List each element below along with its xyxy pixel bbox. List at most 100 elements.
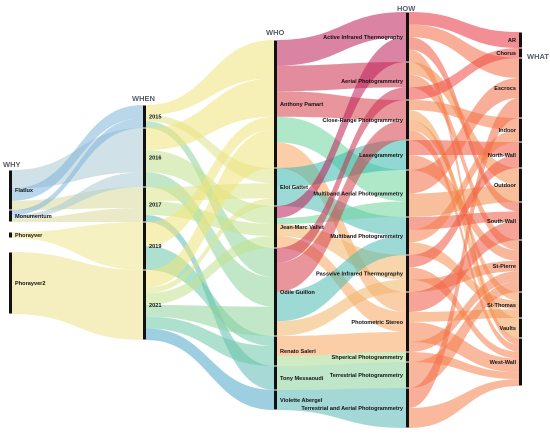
- node-bar-what-6: [519, 202, 522, 240]
- node-bar-why-1: [9, 210, 12, 222]
- node-label-who-2: Jean-Marc Vallet: [280, 225, 324, 231]
- node-label-who-4: Renato Saleri: [280, 349, 316, 355]
- flow-when-4-to-who-1: [146, 198, 274, 294]
- node-bar-how-3: [406, 140, 409, 170]
- node-label-when-2: 2017: [149, 203, 161, 209]
- header-what: WHAT: [527, 52, 549, 61]
- flow-how-2-to-what-3: [409, 100, 519, 130]
- flow-how-1-to-what-5: [409, 62, 519, 185]
- flow-who-3-to-how-2: [277, 120, 406, 292]
- flow-who-3-to-how-6: [277, 279, 406, 336]
- flow-how-10-to-what-2: [409, 98, 519, 408]
- flow-who-3-to-how-5: [277, 236, 406, 322]
- flow-why-0-to-when-0: [12, 105, 143, 201]
- flow-how-4-to-what-5: [409, 185, 519, 217]
- flow-how-7-to-what-7: [409, 271, 519, 352]
- node-label-what-1: Chorus: [496, 51, 516, 57]
- node-bar-what-3: [519, 118, 522, 142]
- node-label-why-2: Phorayver: [15, 233, 43, 239]
- flow-when-4-to-who-0: [146, 129, 274, 288]
- flow-how-7-to-what-6: [409, 221, 519, 312]
- flow-why-1-to-when-1: [12, 172, 143, 219]
- node-label-what-5: Outdoor: [494, 183, 517, 189]
- node-label-what-6: South-Wall: [487, 219, 516, 225]
- flow-when-3-to-who-0: [146, 116, 274, 246]
- flow-who-3-to-how-1: [277, 87, 406, 263]
- flow-how-10-to-what-10: [409, 379, 519, 428]
- node-label-how-8: Shperical Photogrammetry: [332, 355, 404, 361]
- flow-when-0-to-who-0: [146, 40, 274, 115]
- flow-how-2-to-what-10: [409, 130, 519, 352]
- flow-who-5-to-how-9: [277, 362, 406, 390]
- node-label-how-1: Aerial Photogrammetry: [341, 79, 404, 85]
- node-label-how-2: Close-Range Photogrammetry: [322, 118, 403, 124]
- node-bar-how-5: [406, 217, 409, 255]
- flow-why-3-to-when-4: [12, 252, 143, 340]
- header-why: WHY: [3, 160, 21, 169]
- flow-when-4-to-who-6: [146, 328, 274, 410]
- flow-when-2-to-who-1: [146, 183, 274, 201]
- node-bar-what-7: [519, 240, 522, 292]
- flow-how-6-to-what-4: [409, 155, 519, 268]
- node-label-why-3: Phorayver2: [15, 281, 45, 287]
- node-label-who-6: Violette Abergel: [280, 398, 323, 404]
- node-bar-when-3: [143, 222, 146, 270]
- flow-who-4-to-how-8: [277, 352, 406, 366]
- node-bar-what-2: [519, 58, 522, 118]
- node-labels: Flatlux Monumentum Phorayver Phorayver2 2015…: [15, 35, 517, 412]
- node-label-who-0: Anthony Pamart: [280, 102, 323, 108]
- node-label-what-9: Vaults: [500, 326, 516, 332]
- node-label-who-3: Odile Guillon: [280, 290, 315, 296]
- node-bar-how-6: [406, 255, 409, 292]
- node-bar-who-5: [274, 366, 277, 390]
- node-label-what-7: St-Pierre: [493, 264, 516, 270]
- flow-how-0-to-what-2: [409, 24, 519, 78]
- node-label-how-3: Lasergrammetry: [359, 153, 404, 159]
- node-bar-what-1: [519, 48, 522, 58]
- node-bar-how-0: [406, 12, 409, 62]
- node-bar-when-0: [143, 105, 146, 128]
- node-bar-how-7: [406, 292, 409, 352]
- node-label-who-5: Tony Messaoudi: [280, 376, 324, 382]
- flow-when-4-to-who-3: [146, 305, 274, 336]
- node-bar-how-2: [406, 100, 409, 140]
- flow-how-5-to-what-3: [409, 130, 519, 243]
- node-bar-who-3: [274, 248, 277, 336]
- node-label-how-0: Active Infrared Thermography: [323, 35, 404, 41]
- flow-how-0-to-what-0: [409, 12, 519, 48]
- flow-who-0-to-how-7: [277, 142, 406, 312]
- node-bar-what-0: [519, 32, 522, 48]
- node-label-how-9: Terrestrial Photogrammetry: [330, 373, 404, 379]
- header-who: WHO: [266, 28, 284, 37]
- flow-who-0-to-how-0: [277, 12, 406, 66]
- node-bar-when-2: [143, 187, 146, 222]
- node-label-how-5: Multiband Photogrammetry: [330, 234, 404, 240]
- flow-why-1-to-when-0: [12, 118, 143, 216]
- flow-when-1-to-who-3: [146, 172, 274, 307]
- node-label-why-0: Flatlux: [15, 188, 34, 194]
- flow-who-6-to-how-10: [277, 388, 406, 428]
- node-label-how-4: Multiband Aerial Photogrammetry: [313, 192, 404, 198]
- node-bar-who-2: [274, 206, 277, 248]
- flow-how-1-to-what-7: [409, 74, 519, 251]
- node-bar-why-0: [9, 170, 12, 210]
- flow-how-6-to-what-7: [409, 260, 519, 292]
- node-bars: [9, 12, 522, 428]
- node-label-when-1: 2016: [149, 156, 161, 162]
- flow-who-2-to-how-0: [277, 37, 406, 218]
- node-bar-how-4: [406, 170, 409, 217]
- node-bar-why-2: [9, 232, 12, 238]
- node-bar-how-1: [406, 62, 409, 100]
- node-bar-what-4: [519, 142, 522, 168]
- flow-why-1-to-when-2: [12, 208, 143, 222]
- flow-how-4-to-what-2: [409, 78, 519, 194]
- node-label-how-10: Terrestrial and Aerial Photogrammetry: [301, 406, 404, 412]
- node-bar-what-8: [519, 292, 522, 318]
- column-headers: WHY WHEN WHO HOW WHAT: [3, 4, 549, 169]
- node-bar-what-9: [519, 318, 522, 338]
- node-label-when-4: 2021: [149, 303, 161, 309]
- flow-when-4-to-who-2: [146, 236, 274, 305]
- node-label-when-0: 2015: [149, 115, 161, 121]
- node-label-how-7: Photometric Stereo: [351, 320, 403, 326]
